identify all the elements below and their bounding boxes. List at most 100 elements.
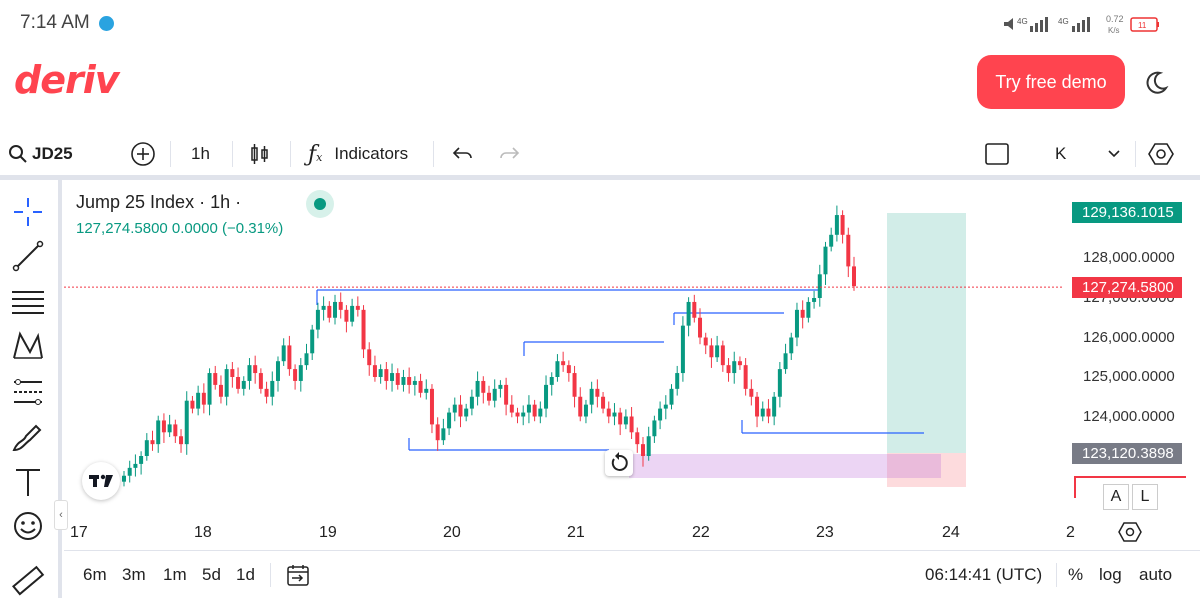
- candle-body: [230, 369, 235, 377]
- auto-scale-button[interactable]: A: [1103, 484, 1129, 510]
- candle-body: [612, 412, 617, 417]
- stop-loss-zone: [887, 453, 966, 487]
- candle-body: [709, 345, 714, 358]
- date-range-icon[interactable]: [286, 563, 312, 587]
- candle-body: [253, 365, 258, 374]
- moon-icon[interactable]: [1143, 70, 1169, 96]
- battery-level: 11: [1138, 21, 1147, 30]
- time-tick: 22: [692, 524, 710, 541]
- range-1d-button[interactable]: 1d: [236, 565, 255, 584]
- candle-body: [492, 388, 497, 401]
- candle-body: [355, 305, 360, 310]
- compare-button[interactable]: [130, 133, 156, 175]
- signal-icon: 4G 4G 0.72 K/s 11: [1004, 14, 1159, 35]
- range-6m-button[interactable]: 6m: [83, 565, 107, 584]
- candle-body: [333, 301, 338, 318]
- candle-body: [241, 380, 246, 389]
- candle-body: [692, 301, 697, 318]
- candle-body: [481, 380, 486, 393]
- candle-body: [156, 420, 161, 445]
- price-tick: 125,000.0000: [1083, 368, 1175, 385]
- candle-body: [812, 298, 817, 302]
- candle-body: [458, 404, 463, 417]
- candle-body: [561, 361, 566, 366]
- candle-body: [395, 373, 400, 385]
- text-icon[interactable]: [10, 464, 46, 500]
- price-tick: 126,000.0000: [1083, 329, 1175, 346]
- candle-body: [521, 412, 526, 417]
- candle-body: [412, 380, 417, 385]
- deriv-logo[interactable]: deriv: [14, 58, 120, 102]
- collapse-toolbar-button[interactable]: ‹: [54, 500, 68, 530]
- status-clock: 7:14 AM: [20, 12, 90, 33]
- chart-type-button[interactable]: [250, 133, 270, 175]
- fibonacci-icon[interactable]: [10, 374, 46, 410]
- speed-unit: K/s: [1108, 26, 1120, 35]
- candle-body: [749, 388, 754, 397]
- candle-body: [669, 388, 674, 405]
- candle-type-label[interactable]: K: [1055, 144, 1067, 163]
- candle-body: [321, 305, 326, 310]
- range-1m-button[interactable]: 1m: [163, 565, 187, 584]
- brush-icon[interactable]: [10, 420, 46, 456]
- chart-legend-values: 127,274.5800 0.0000 (−0.31%): [76, 220, 284, 237]
- symbol-search[interactable]: JD25: [8, 133, 73, 175]
- crosshair-icon[interactable]: [10, 194, 46, 230]
- pattern-icon[interactable]: [10, 328, 46, 364]
- highlight-zone: [629, 454, 941, 478]
- fullscreen-button[interactable]: [985, 133, 1009, 175]
- tradingview-logo[interactable]: [82, 462, 120, 500]
- high-price-tag: 129,136.1015: [1072, 202, 1182, 223]
- interval-button[interactable]: 1h: [191, 144, 210, 163]
- candle-body: [264, 388, 269, 397]
- auto-scale-toggle[interactable]: auto: [1139, 565, 1173, 584]
- log-scale-toggle[interactable]: log: [1099, 565, 1122, 584]
- time-tick: 21: [567, 524, 585, 541]
- candle-body: [281, 345, 286, 362]
- candle-body: [640, 444, 645, 456]
- candle-body: [378, 369, 383, 377]
- utc-clock[interactable]: 06:14:41 (UTC): [925, 565, 1043, 584]
- percent-scale-button[interactable]: %: [1068, 565, 1084, 584]
- position-zones: [629, 213, 966, 487]
- candle-body: [840, 215, 845, 235]
- candle-body: [783, 353, 788, 370]
- time-axis-settings-icon[interactable]: [1118, 520, 1142, 544]
- ruler-icon[interactable]: [10, 564, 46, 600]
- undo-button[interactable]: [452, 133, 474, 175]
- emoji-icon[interactable]: [10, 508, 46, 544]
- candle-body: [618, 412, 623, 425]
- time-tick: 18: [194, 524, 212, 541]
- candle-body: [270, 380, 275, 397]
- candle-body: [372, 365, 377, 377]
- candle-body: [578, 396, 583, 417]
- candle-body: [418, 380, 423, 393]
- range-5d-button[interactable]: 5d: [202, 565, 221, 584]
- candle-body: [526, 404, 531, 413]
- price-chart[interactable]: [64, 180, 1064, 520]
- reset-chart-button[interactable]: [605, 450, 633, 476]
- current-price-tag: 127,274.5800: [1072, 277, 1182, 298]
- candle-body: [424, 388, 429, 393]
- horizontal-lines-icon[interactable]: [10, 284, 46, 320]
- try-free-demo-button[interactable]: Try free demo: [977, 55, 1125, 109]
- chart-toolbar: JD25 1h ƒx Indicators K: [0, 133, 1200, 180]
- candle-body: [390, 373, 395, 381]
- candle-body: [606, 408, 611, 417]
- candle-body: [338, 301, 343, 310]
- candle-body: [715, 345, 720, 358]
- indicators-button[interactable]: ƒx Indicators: [308, 133, 408, 175]
- settings-button[interactable]: [1148, 133, 1174, 175]
- more-menu-button[interactable]: [1107, 133, 1121, 175]
- candle-body: [447, 412, 452, 429]
- candle-body: [635, 432, 640, 445]
- range-3m-button[interactable]: 3m: [122, 565, 146, 584]
- candle-body: [794, 309, 799, 338]
- candle-body: [469, 396, 474, 409]
- trend-line-icon[interactable]: [10, 238, 46, 274]
- candle-body: [275, 361, 280, 381]
- redo-button[interactable]: [498, 133, 520, 175]
- time-tick: 19: [319, 524, 337, 541]
- network2-label: 4G: [1058, 17, 1069, 26]
- log-scale-button[interactable]: L: [1132, 484, 1158, 510]
